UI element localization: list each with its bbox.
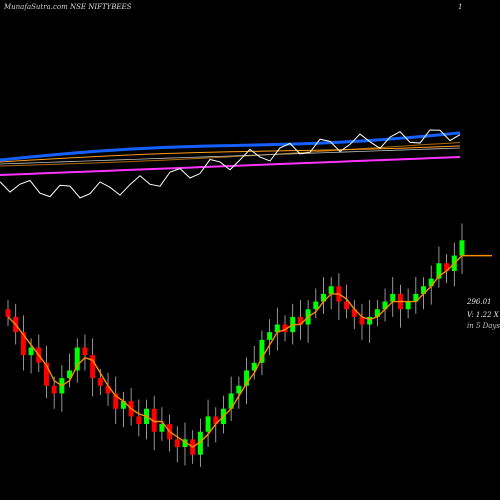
ma-band-line bbox=[0, 141, 461, 167]
candle-body bbox=[320, 293, 326, 302]
candle-body bbox=[174, 439, 180, 448]
candle-body bbox=[67, 370, 73, 379]
period-label: in 5 Days bbox=[467, 322, 500, 330]
candle-body bbox=[5, 309, 11, 317]
candle-body bbox=[251, 362, 257, 371]
candle-body bbox=[205, 416, 211, 432]
ma-magenta-line bbox=[0, 156, 461, 176]
top-right-marker: 1 bbox=[458, 3, 463, 11]
ma-band-line bbox=[0, 147, 461, 165]
candle-body bbox=[74, 347, 80, 371]
candle-body bbox=[105, 385, 111, 394]
candle-body bbox=[436, 263, 442, 279]
candle-body bbox=[367, 316, 373, 325]
volume-label: V: 1.22 X bbox=[467, 311, 499, 319]
ma-blue-line bbox=[0, 131, 461, 162]
candle-body bbox=[282, 324, 288, 333]
candlestick-series bbox=[5, 223, 465, 467]
candle-body bbox=[405, 301, 411, 310]
watermark-text: MunafaSutra.com bbox=[4, 3, 68, 11]
candle-body bbox=[236, 385, 242, 394]
candle-body bbox=[120, 401, 126, 409]
candle-body bbox=[51, 385, 57, 394]
candle-body bbox=[444, 263, 450, 271]
candle-body bbox=[28, 347, 34, 356]
candle-body bbox=[359, 316, 365, 325]
candle-body bbox=[413, 293, 419, 302]
candle-body bbox=[182, 439, 188, 448]
candle-body bbox=[244, 370, 250, 386]
candle-body bbox=[297, 316, 303, 325]
candle-body bbox=[113, 393, 119, 409]
candle-body bbox=[382, 301, 388, 310]
oscillator-line bbox=[0, 129, 461, 199]
candle-body bbox=[197, 431, 203, 455]
candle-body bbox=[90, 355, 96, 379]
candle-body bbox=[97, 378, 103, 386]
last-price-label: 296.01 bbox=[467, 298, 492, 306]
candle-body bbox=[82, 347, 88, 356]
candle-body bbox=[213, 416, 219, 425]
candle-body bbox=[351, 309, 357, 317]
candle-body bbox=[267, 332, 273, 340]
candle-body bbox=[421, 286, 427, 294]
ma-short-line bbox=[7, 254, 492, 448]
candle-body bbox=[259, 339, 265, 363]
candle-body bbox=[344, 301, 350, 310]
candle-body bbox=[151, 408, 157, 432]
short-moving-average bbox=[7, 254, 492, 448]
moving-average-panel bbox=[0, 129, 461, 199]
candle-body bbox=[20, 332, 26, 356]
ma-band-line bbox=[0, 145, 461, 163]
candle-body bbox=[390, 293, 396, 302]
candle-body bbox=[313, 301, 319, 310]
candle-body bbox=[136, 416, 142, 425]
candle-body bbox=[159, 424, 165, 432]
chart-title: NSE NIFTYBEES bbox=[70, 3, 132, 11]
candle-body bbox=[228, 393, 234, 409]
candle-body bbox=[43, 362, 49, 386]
candle-body bbox=[328, 286, 334, 294]
candle-body bbox=[428, 278, 434, 287]
candle-body bbox=[459, 240, 465, 256]
candle-body bbox=[374, 309, 380, 317]
candle-body bbox=[274, 324, 280, 333]
